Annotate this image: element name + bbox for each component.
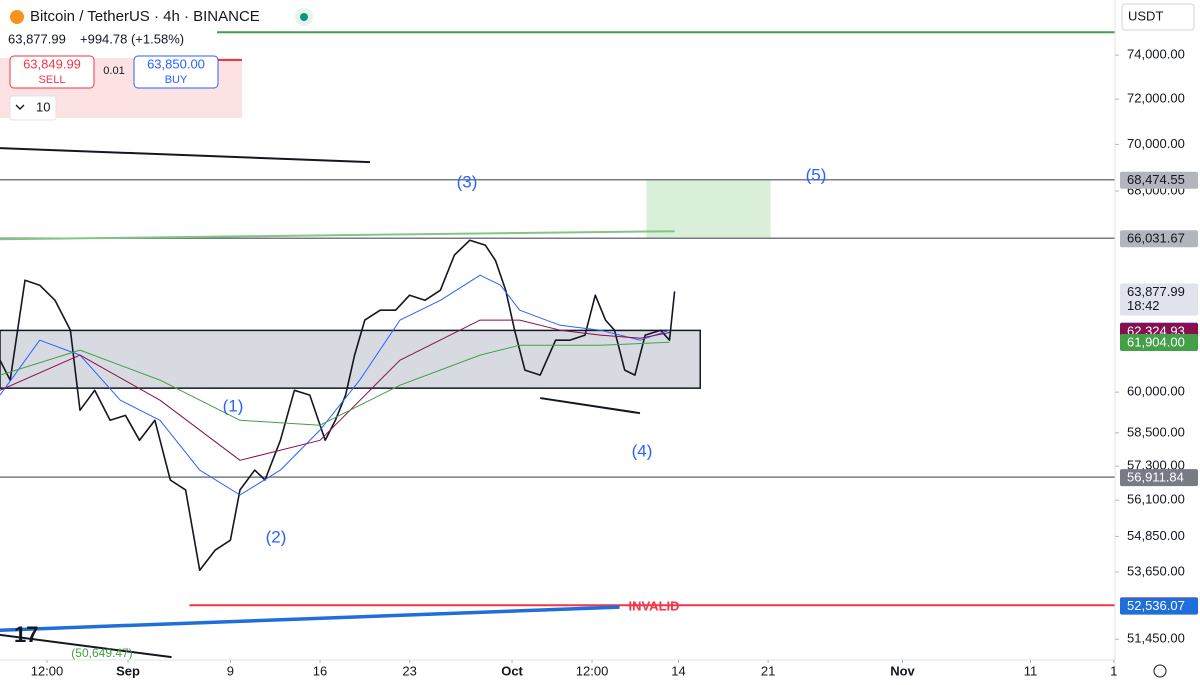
tv-logo: 17: [14, 622, 38, 647]
trendline: [0, 147, 370, 164]
y-tick-label: 51,450.00: [1127, 631, 1185, 646]
symbol: Bitcoin / TetherUS · 4h · BINANCE: [30, 8, 260, 25]
y-tick-label: 70,000.00: [1127, 136, 1185, 151]
trendline: [0, 230, 675, 241]
coin-icon: [10, 10, 24, 24]
last-price: 63,877.99: [8, 31, 66, 46]
price-label-box: [1120, 469, 1198, 487]
price-label-box: [1120, 597, 1198, 615]
y-tick-label: 58,500.00: [1127, 424, 1185, 439]
plot-area: (1) (2) (3) (4) (5) INVALID (50,649.47): [0, 31, 1115, 660]
y-tick-label: 60,000.00: [1127, 384, 1185, 399]
annotation: (3): [457, 172, 478, 191]
trendline: [540, 397, 641, 415]
interval[interactable]: 10: [36, 99, 50, 114]
price-label-box: [1120, 283, 1198, 316]
price-change: +994.78 (+1.58%): [80, 31, 184, 46]
status-dot: [300, 13, 308, 21]
x-tick-label: 9: [227, 663, 234, 678]
annotation: INVALID: [628, 598, 679, 613]
x-tick-label: 16: [313, 663, 327, 678]
annotation: (1): [223, 396, 244, 415]
interval-button[interactable]: [9, 95, 57, 121]
spread: 0.01: [103, 65, 124, 77]
annotation: (5): [806, 165, 827, 184]
price-label-box: [1120, 171, 1198, 189]
chevron-icon[interactable]: [15, 104, 25, 110]
x-tick-label: 12:00: [31, 663, 64, 678]
price-label: 52,536.07: [1127, 598, 1185, 613]
buy-label[interactable]: BUY: [165, 74, 188, 86]
price-label: 61,904.00: [1127, 334, 1185, 349]
y-tick-label: 57,300.00: [1127, 458, 1185, 473]
countdown: 18:42: [1127, 298, 1160, 313]
price-label: 56,911.84: [1127, 470, 1184, 485]
axes: 74,000.0072,000.0070,000.0068,000.0060,0…: [31, 47, 1198, 678]
currency[interactable]: USDT: [1128, 8, 1163, 23]
zone: [646, 179, 771, 239]
y-tick-label: 74,000.00: [1127, 47, 1185, 62]
price-label: 63,877.99: [1127, 284, 1185, 299]
x-tick-label: 14: [671, 663, 685, 678]
settings-icon[interactable]: [1153, 664, 1167, 678]
series-line: [0, 341, 670, 426]
y-tick-label: 53,650.00: [1127, 563, 1185, 578]
buy-price[interactable]: 63,850.00: [147, 56, 205, 71]
x-tick-label: 11: [1024, 663, 1038, 678]
y-tick-label: 72,000.00: [1127, 91, 1185, 106]
price-label: 68,474.55: [1127, 172, 1185, 187]
x-tick-label: 21: [761, 663, 775, 678]
x-tick-label: 12:00: [576, 663, 609, 678]
annotation: (4): [632, 441, 653, 460]
y-tick-label: 54,850.00: [1127, 528, 1185, 543]
series-line: [0, 274, 670, 496]
buy-button[interactable]: [133, 55, 219, 89]
trendline: [0, 633, 172, 659]
sell-label[interactable]: SELL: [39, 74, 66, 86]
price-label: 66,031.67: [1127, 231, 1185, 246]
y-tick-label: 56,100.00: [1127, 492, 1185, 507]
currency-button[interactable]: [1121, 3, 1195, 31]
x-tick-label: 23: [402, 663, 416, 678]
price-label-box: [1120, 333, 1198, 351]
sell-button[interactable]: [9, 55, 95, 89]
series-line: [0, 239, 676, 571]
x-tick-label: Oct: [501, 663, 523, 678]
series-line: [0, 319, 670, 461]
annotation: (2): [266, 527, 287, 546]
series-line: [0, 605, 620, 632]
price-label-box: [1120, 230, 1198, 248]
x-tick-label: Nov: [890, 663, 915, 678]
sell-price[interactable]: 63,849.99: [23, 56, 81, 71]
x-tick-label: 1: [1110, 663, 1117, 678]
x-tick-label: Sep: [116, 663, 140, 678]
annotation: (50,649.47): [71, 646, 132, 660]
